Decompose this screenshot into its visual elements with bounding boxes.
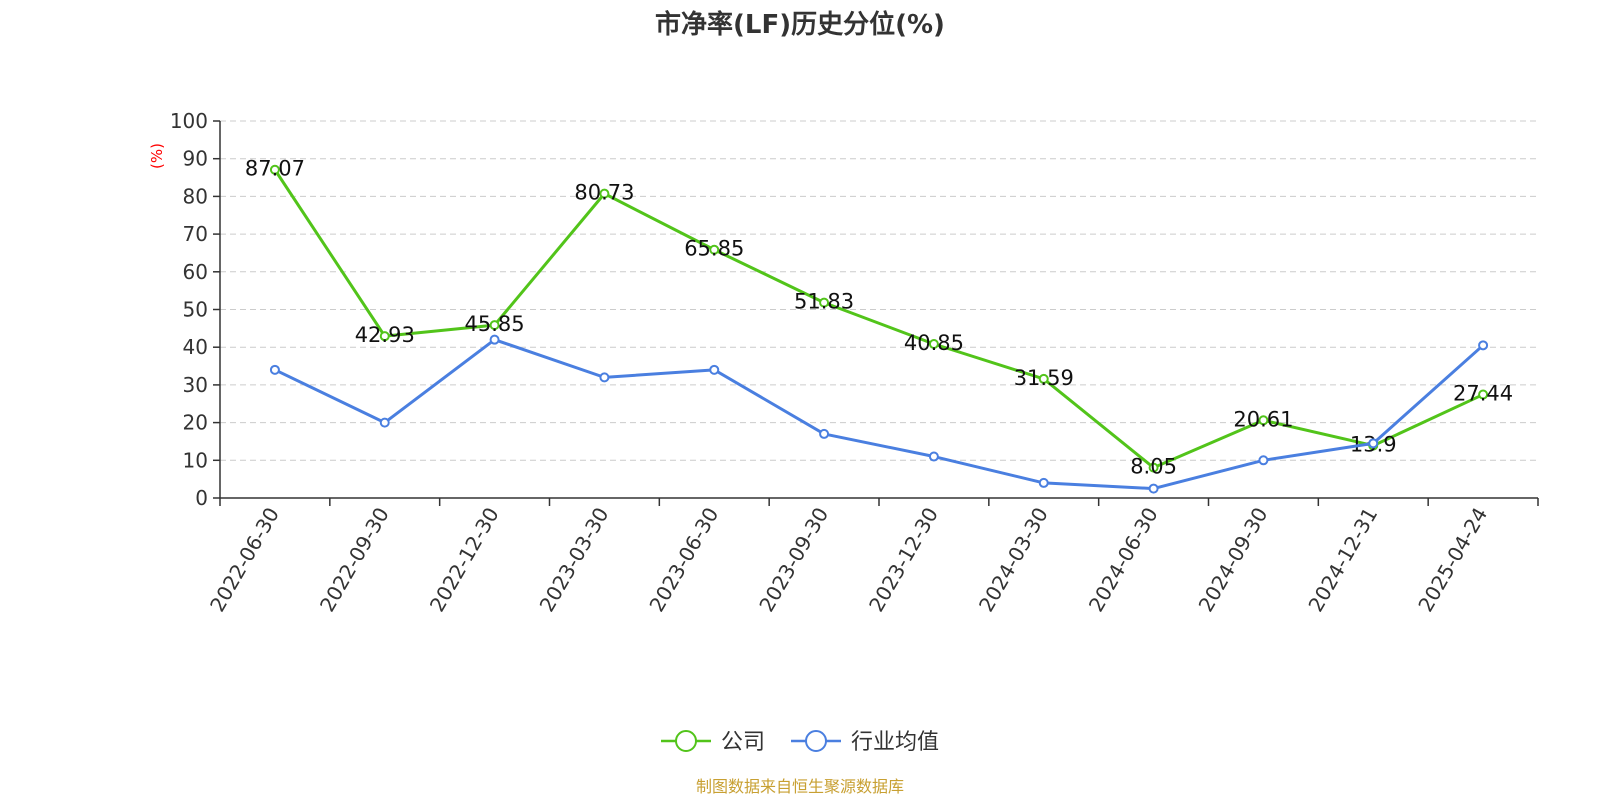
x-tick-label: 2024-09-30 [1194,503,1273,616]
data-point[interactable] [819,297,830,308]
data-point[interactable] [599,372,610,383]
x-tick-label: 2023-12-30 [864,503,943,616]
data-label: 80.73 [574,181,634,205]
legend-circle-icon [675,730,697,752]
data-point[interactable] [1258,455,1269,466]
y-tick-label: 90 [183,147,208,171]
data-point[interactable] [1478,389,1489,400]
data-label: 31.59 [1014,366,1074,390]
data-label: 45.85 [465,312,525,336]
data-point[interactable] [1148,483,1159,494]
data-label: 20.61 [1233,407,1293,431]
data-point[interactable] [1038,477,1049,488]
x-tick-label: 2022-06-30 [205,503,284,616]
data-label: 42.93 [355,323,415,347]
data-source-note: 制图数据来自恒生聚源数据库 [696,777,904,796]
legend-label: 行业均值 [851,730,939,755]
y-tick-label: 30 [183,373,208,397]
y-tick-label: 10 [183,448,208,472]
gridlines [220,120,1538,461]
data-point[interactable] [379,331,390,342]
series-industry-average [269,334,1489,494]
legend-item-company[interactable]: 公司 [661,730,765,755]
data-label: 51.83 [794,290,854,314]
data-label: 40.85 [904,331,964,355]
data-point[interactable] [599,188,610,199]
data-label: 8.05 [1130,455,1177,479]
data-point[interactable] [928,338,939,349]
data-point[interactable] [709,364,720,375]
y-tick-label: 100 [170,109,208,133]
x-tick-label: 2023-09-30 [754,503,833,616]
series-line [274,338,1485,491]
data-point[interactable] [379,417,390,428]
chart-title: 市净率(LF)历史分位(%) [655,9,945,40]
data-point[interactable] [489,320,500,331]
x-tick-label: 2025-04-24 [1413,503,1492,616]
x-tick-label: 2023-03-30 [535,503,614,616]
data-point[interactable] [1258,415,1269,426]
data-label: 27.44 [1453,382,1513,406]
y-tick-label: 50 [183,298,208,322]
legend-label: 公司 [721,730,765,755]
legend-circle-icon [805,730,827,752]
y-tick-label: 40 [183,335,208,359]
legend-item-industry-average[interactable]: 行业均值 [791,730,939,755]
data-point[interactable] [1038,373,1049,384]
series-company: 87.07 42.93 45.85 80.73 65.85 51.83 40.85 31.59… [245,157,1513,479]
data-point[interactable] [1368,438,1379,449]
data-point[interactable] [269,164,280,175]
data-point[interactable] [269,364,280,375]
y-tick-label: 60 [183,260,208,284]
series-line [273,168,1484,470]
data-point[interactable] [709,244,720,255]
x-tick-label: 2022-12-30 [425,503,504,616]
x-tick-label: 2024-12-31 [1303,503,1382,616]
x-tick-label: 2024-06-30 [1084,503,1163,616]
axes: 0 10 20 30 40 50 60 70 80 90 100 2022-06-30 2022-09-… [170,109,1539,616]
data-point[interactable] [1478,340,1489,351]
y-tick-label: 20 [183,411,208,435]
x-tick-label: 2022-09-30 [315,503,394,616]
y-axis-unit-label: (%) [148,143,166,169]
data-label: 87.07 [245,157,305,181]
y-tick-label: 80 [183,184,208,208]
y-tick-label: 70 [183,222,208,246]
y-tick-label: 0 [195,486,208,510]
x-tick-label: 2023-06-30 [644,503,723,616]
series-lines: 87.07 42.93 45.85 80.73 65.85 51.83 40.85 31.59… [245,157,1513,494]
data-point[interactable] [819,428,830,439]
data-label: 65.85 [684,237,744,261]
data-point[interactable] [489,334,500,345]
data-point[interactable] [928,451,939,462]
data-point[interactable] [1148,462,1159,473]
x-tick-label: 2024-03-30 [974,503,1053,616]
legend[interactable]: 公司 行业均值 [661,730,939,755]
